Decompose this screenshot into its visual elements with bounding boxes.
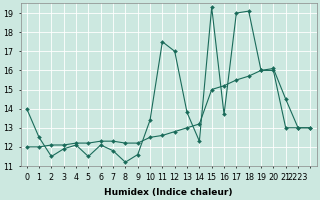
X-axis label: Humidex (Indice chaleur): Humidex (Indice chaleur) bbox=[104, 188, 233, 197]
